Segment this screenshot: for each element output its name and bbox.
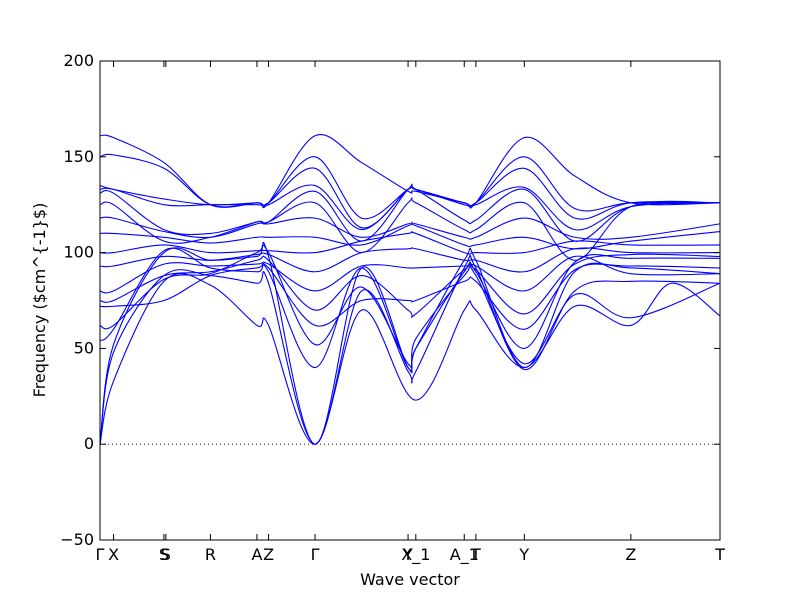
y-axis-title: Frequency ($cm^{-1}$): [30, 203, 49, 398]
x-tick-label: X_1: [401, 545, 430, 565]
band-6: [99, 262, 721, 330]
y-tick-label: 150: [63, 147, 94, 166]
x-tick-label: Γ: [311, 545, 320, 564]
band-5: [99, 244, 721, 369]
x-axis-title: Wave vector: [360, 570, 460, 589]
x-tick-label: A_1: [450, 545, 479, 565]
band-16: [99, 167, 721, 229]
band-10: [99, 231, 721, 255]
x-tick-label: Y: [518, 545, 529, 564]
x-tick-label: Z: [263, 545, 274, 564]
band-17: [99, 153, 721, 220]
y-tick-label: 200: [63, 51, 94, 70]
x-tick-label: Γ: [96, 545, 105, 564]
y-tick-label: 50: [74, 338, 94, 357]
band-7: [99, 253, 721, 318]
band-8: [99, 255, 721, 294]
x-tick-label: T: [714, 545, 725, 564]
x-tick-label: T: [470, 545, 481, 564]
x-tick-label: S: [159, 545, 169, 564]
band-11: [99, 222, 721, 250]
y-tick-label: −50: [60, 530, 94, 549]
band-12: [99, 216, 721, 240]
x-tick-label: X: [108, 545, 119, 564]
x-tick-label: Y: [402, 545, 413, 564]
band-18: [99, 134, 721, 209]
band-3: [99, 241, 721, 445]
band-14: [99, 183, 721, 242]
x-tick-label: R: [205, 545, 216, 564]
band-9: [99, 247, 721, 273]
band-2: [99, 254, 721, 445]
plot-frame: [99, 60, 721, 541]
y-tick-label: 100: [63, 243, 94, 262]
x-tick-label: A: [251, 545, 262, 564]
x-tick-label: S: [161, 545, 171, 564]
x-tick-label: Z: [625, 545, 636, 564]
band-4: [99, 247, 721, 371]
series-layer: [99, 134, 721, 445]
band-13: [99, 197, 721, 261]
y-tick-label: 0: [84, 434, 94, 453]
